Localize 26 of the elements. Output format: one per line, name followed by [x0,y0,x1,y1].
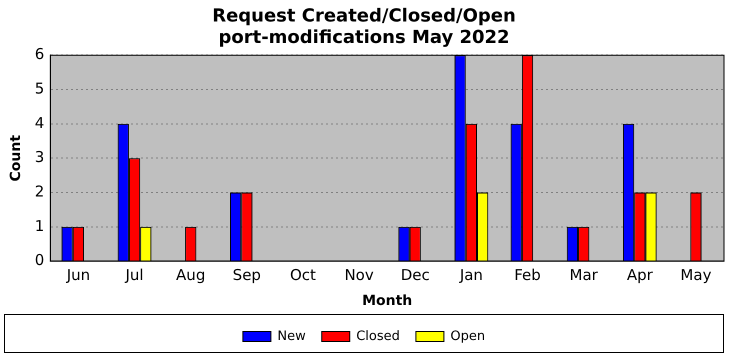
x-tick-label: Mar [570,266,599,284]
y-tick-label: 2 [34,182,44,200]
x-tick-label: Jan [458,266,483,284]
y-tick-label: 3 [34,148,44,166]
x-tick-label: Feb [514,266,541,284]
y-tick-label: 0 [34,251,44,270]
x-tick-label: Aug [176,266,206,284]
x-tick-label: Nov [344,266,374,284]
legend-label: Closed [356,328,400,344]
x-tick-label: Oct [290,266,316,284]
y-tick-label: 5 [34,79,44,98]
x-tick-label: Dec [400,266,430,284]
x-tick-label: Jun [66,266,90,284]
y-tick-label: 4 [34,114,44,132]
legend-label: Open [450,328,486,344]
x-axis-title: Month [362,293,412,310]
y-tick-label: 6 [34,45,44,64]
x-tick-label: Sep [232,266,261,284]
x-tick-label: Apr [626,266,654,284]
y-axis-title: Count [8,134,24,182]
chart-subtitle: port-modifications May 2022 [218,27,510,48]
legend-label: New [277,328,306,344]
x-tick-label: Jul [124,266,144,284]
y-tick-label: 1 [34,216,44,235]
x-tick-label: May [680,266,712,284]
chart-title: Request Created/Closed/Open [212,5,516,26]
